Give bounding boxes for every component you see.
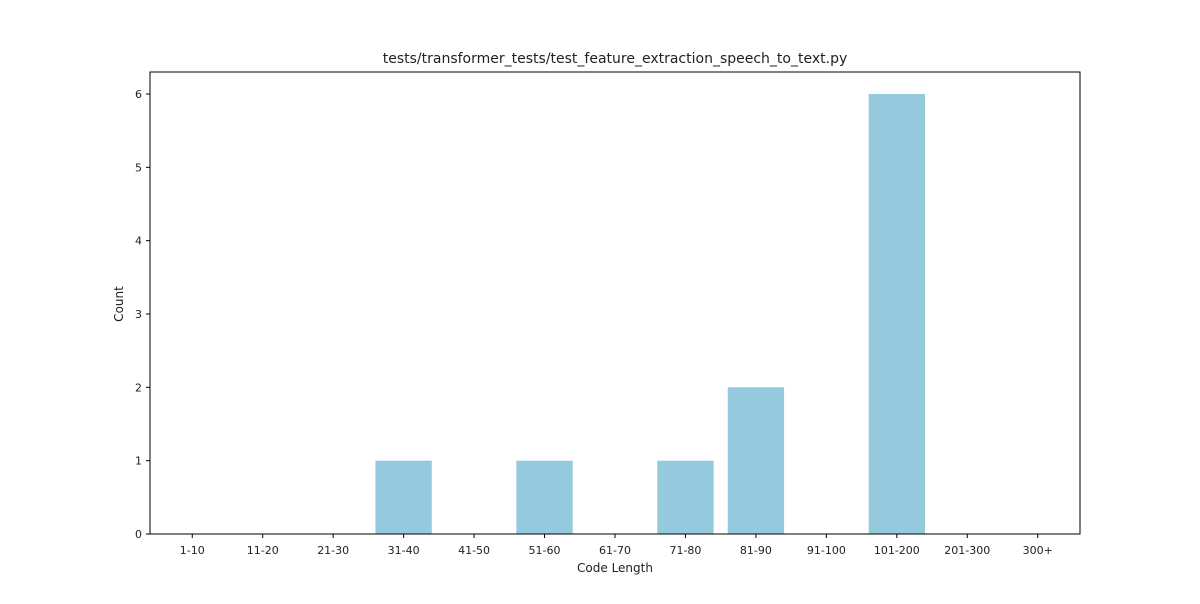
bar-51-60 <box>516 460 573 534</box>
x-tick-label-81-90: 81-90 <box>740 544 772 557</box>
x-tick-label-61-70: 61-70 <box>599 544 631 557</box>
x-tick-label-201-300: 201-300 <box>944 544 990 557</box>
y-tick-label-2: 2 <box>135 381 142 394</box>
x-axis-label: Code Length <box>577 561 653 575</box>
bar-81-90 <box>727 387 785 534</box>
y-tick-label-4: 4 <box>135 235 142 248</box>
x-tick-label-31-40: 31-40 <box>388 544 420 557</box>
y-tick-label-5: 5 <box>135 161 142 174</box>
x-tick-label-41-50: 41-50 <box>458 544 490 557</box>
axes-layer: 1-10 11-20 21-30 31-40 41-50 51-60 61-70 71-80 8… <box>135 71 1081 557</box>
x-tick-label-300+: 300+ <box>1023 544 1053 557</box>
x-tick-label-11-20: 11-20 <box>247 544 279 557</box>
y-tick-label-3: 3 <box>135 308 142 321</box>
bar-71-80 <box>657 460 714 534</box>
y-tick-label-1: 1 <box>135 455 142 468</box>
x-tick-label-71-80: 71-80 <box>669 544 701 557</box>
bar-31-40 <box>375 460 432 534</box>
x-tick-label-101-200: 101-200 <box>874 544 920 557</box>
y-tick-label-0: 0 <box>135 528 142 541</box>
x-tick-label-21-30: 21-30 <box>317 544 349 557</box>
bars-layer <box>375 94 925 534</box>
x-tick-label-91-100: 91-100 <box>807 544 846 557</box>
x-tick-label-51-60: 51-60 <box>529 544 561 557</box>
y-axis-label: Count <box>112 286 126 322</box>
bar-101-200 <box>868 94 925 534</box>
plot-frame <box>149 71 1081 535</box>
y-tick-label-6: 6 <box>135 88 142 101</box>
x-tick-label-1-10: 1-10 <box>180 544 205 557</box>
chart-title: tests/transformer_tests/test_feature_ext… <box>383 51 848 67</box>
